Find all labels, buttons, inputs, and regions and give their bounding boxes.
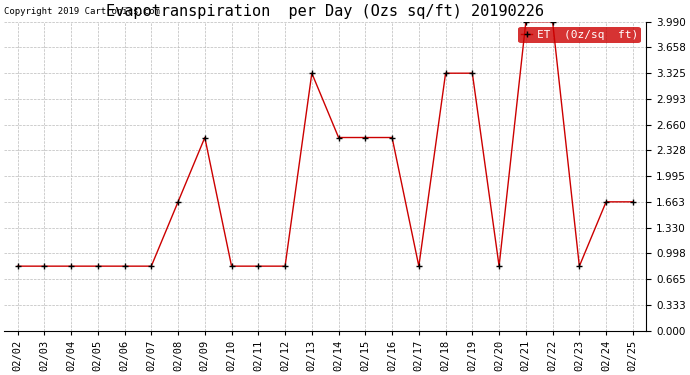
ET  (0z/sq  ft) [228, 264, 236, 268]
Text: Copyright 2019 Cartronics.com: Copyright 2019 Cartronics.com [4, 6, 160, 15]
ET  (0z/sq  ft) [415, 264, 423, 268]
ET  (0z/sq  ft) [335, 135, 343, 140]
ET  (0z/sq  ft) [469, 71, 477, 75]
ET  (0z/sq  ft) [602, 200, 610, 204]
ET  (0z/sq  ft) [40, 264, 48, 268]
ET  (0z/sq  ft) [442, 71, 450, 75]
ET  (0z/sq  ft) [388, 135, 396, 140]
ET  (0z/sq  ft) [629, 200, 637, 204]
ET  (0z/sq  ft) [549, 20, 557, 24]
Title: Evapotranspiration  per Day (Ozs sq/ft) 20190226: Evapotranspiration per Day (Ozs sq/ft) 2… [106, 4, 544, 19]
Legend: ET  (0z/sq  ft): ET (0z/sq ft) [518, 27, 641, 43]
ET  (0z/sq  ft) [67, 264, 75, 268]
ET  (0z/sq  ft) [522, 20, 530, 24]
ET  (0z/sq  ft) [174, 200, 182, 204]
ET  (0z/sq  ft) [121, 264, 129, 268]
ET  (0z/sq  ft) [281, 264, 289, 268]
ET  (0z/sq  ft) [308, 71, 316, 75]
ET  (0z/sq  ft) [147, 264, 155, 268]
ET  (0z/sq  ft) [254, 264, 262, 268]
ET  (0z/sq  ft) [94, 264, 102, 268]
ET  (0z/sq  ft) [361, 135, 369, 140]
ET  (0z/sq  ft) [13, 264, 21, 268]
ET  (0z/sq  ft) [495, 264, 503, 268]
Line: ET  (0z/sq  ft): ET (0z/sq ft) [14, 19, 635, 269]
ET  (0z/sq  ft) [201, 135, 209, 140]
ET  (0z/sq  ft) [575, 264, 584, 268]
